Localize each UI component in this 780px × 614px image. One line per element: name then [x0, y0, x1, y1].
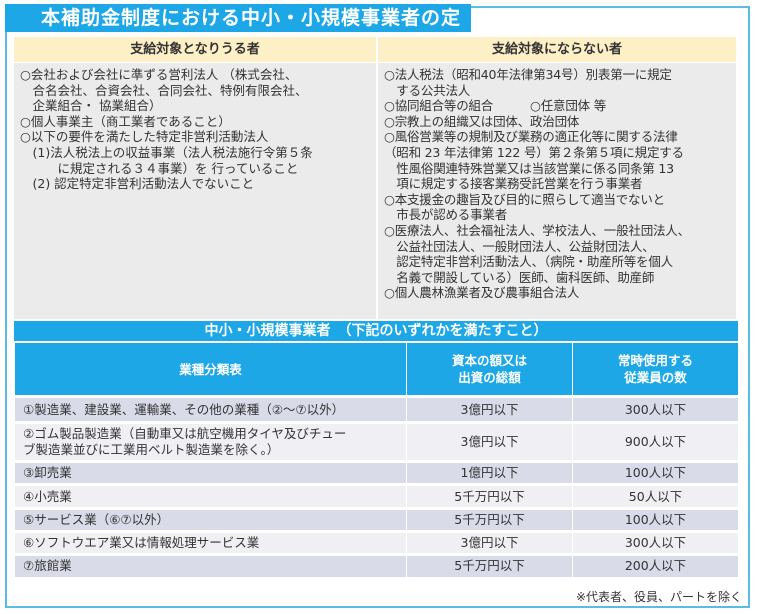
table-row: ⑤サービス業（⑥⑦以外） 5千万円以下 100人以下 [14, 507, 739, 532]
cell-capital: 5千万円以下 [406, 483, 573, 509]
cell-industry: ⑤サービス業（⑥⑦以外） [14, 507, 407, 532]
header-industry: 業種分類表 [14, 342, 407, 397]
page-title: 本補助金制度における中小・小規模事業者の定義 [5, 4, 471, 57]
cell-industry: ②ゴム製品製造業（自動車又は航空機用タイヤ及びチュー ブ製造業並びに工業用ベルト… [14, 421, 407, 462]
cell-employees: 200人以下 [572, 553, 739, 577]
cell-capital: 5千万円以下 [406, 553, 573, 577]
table-row: ⑦旅館業 5千万円以下 200人以下 [14, 553, 739, 577]
cell-employees: 100人以下 [572, 460, 739, 485]
eligible-list: ○会社および会社に準ずる営利法人 （株式会社、 合名会社、合資会社、合同会社、特… [14, 63, 376, 319]
cell-industry: ⑥ソフトウエア業又は情報処理サービス業 [14, 530, 407, 555]
cell-capital: 5千万円以下 [406, 507, 573, 532]
cell-industry: ①製造業、建設業、運輸業、その他の業種（②～⑦以外） [14, 395, 407, 423]
cell-capital: 3億円以下 [406, 530, 573, 555]
sme-table: 業種分類表 資本の額又は 出資の総額 常時使用する 従業員の数 ①製造業、建設業… [14, 342, 739, 577]
cell-capital: 1億円以下 [406, 460, 573, 485]
cell-capital: 3億円以下 [406, 395, 573, 423]
table-row: ③卸売業 1億円以下 100人以下 [14, 460, 739, 485]
cell-employees: 50人以下 [572, 483, 739, 509]
table-row: ②ゴム製品製造業（自動車又は航空機用タイヤ及びチュー ブ製造業並びに工業用ベルト… [14, 421, 739, 462]
sme-banner: 中小・小規模事業者 （下記のいずれかを満たすこと） [14, 321, 738, 341]
table-row: ①製造業、建設業、運輸業、その他の業種（②～⑦以外） 3億円以下 300人以下 [14, 395, 739, 423]
ineligible-list: ○法人税法（昭和40年法律第34号）別表第一に規定 する公共法人 ○協同組合等の… [378, 63, 736, 319]
table-header-row: 業種分類表 資本の額又は 出資の総額 常時使用する 従業員の数 [14, 342, 739, 397]
header-capital: 資本の額又は 出資の総額 [406, 342, 573, 397]
eligible-header: 支給対象となりうる者 [14, 37, 376, 62]
cell-capital: 3億円以下 [406, 421, 573, 462]
cell-industry: ⑦旅館業 [14, 553, 407, 577]
cell-employees: 900人以下 [572, 421, 739, 462]
cell-employees: 100人以下 [572, 507, 739, 532]
table-row: ④小売業 5千万円以下 50人以下 [14, 483, 739, 509]
cell-employees: 300人以下 [572, 530, 739, 555]
footnote: ※代表者、役員、パートを除く [575, 590, 742, 604]
cell-industry: ③卸売業 [14, 460, 407, 485]
header-employees: 常時使用する 従業員の数 [572, 342, 739, 397]
cell-employees: 300人以下 [572, 395, 739, 423]
table-row: ⑥ソフトウエア業又は情報処理サービス業 3億円以下 300人以下 [14, 530, 739, 555]
ineligible-header: 支給対象にならない者 [378, 37, 736, 62]
cell-industry: ④小売業 [14, 483, 407, 509]
